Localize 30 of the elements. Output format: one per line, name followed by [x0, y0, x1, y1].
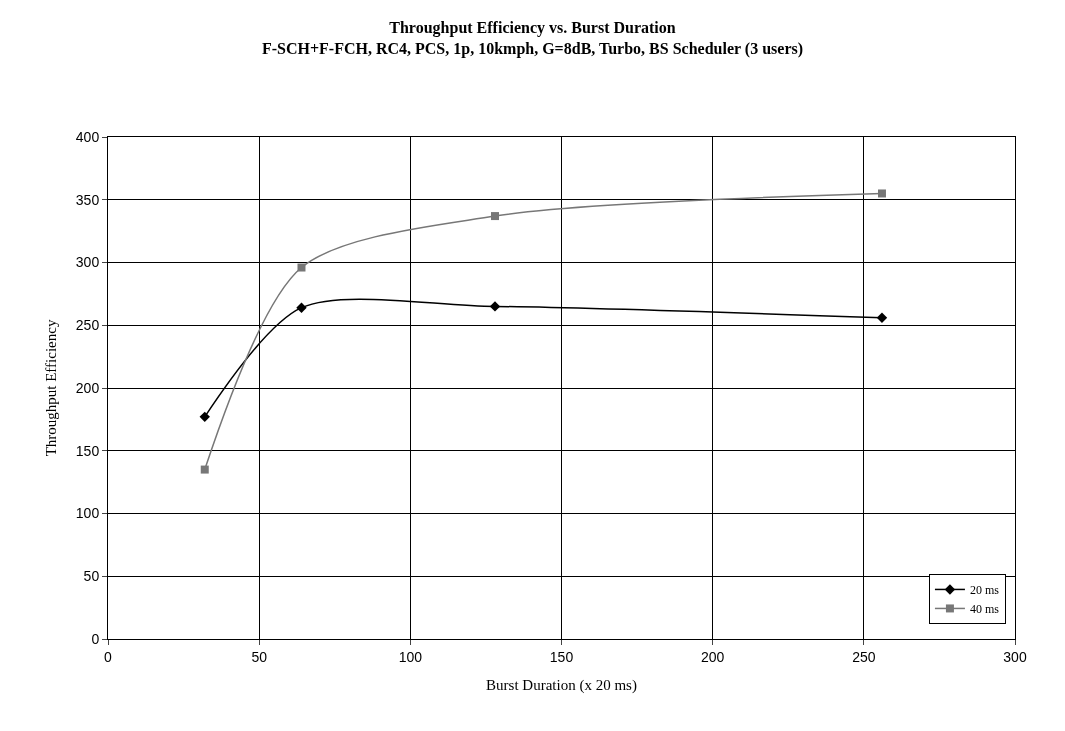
- y-tick-label: 350: [75, 191, 100, 208]
- point: [876, 312, 888, 323]
- point: [199, 411, 210, 423]
- legend-label: 20 ms: [969, 583, 1000, 598]
- x-axis-title: Burst Duration (x 20 ms): [486, 676, 637, 694]
- point: [297, 263, 306, 272]
- y-tick-label: 100: [75, 505, 100, 522]
- chart-title: Throughput Efficiency vs. Burst Duration: [389, 18, 676, 37]
- y-tick-label: 150: [75, 442, 100, 459]
- point: [489, 301, 501, 312]
- y-tick-label: 200: [75, 379, 100, 396]
- x-tick-label: 300: [1003, 648, 1027, 665]
- y-tick-label: 50: [83, 568, 100, 585]
- y-tick-label: 300: [75, 254, 100, 271]
- chart-subtitle: F-SCH+F-FCH, RC4, PCS, 1p, 10kmph, G=8dB, Turbo, BS Scheduler (3 users): [261, 39, 804, 58]
- x-tick-label: 250: [852, 648, 876, 665]
- x-tick-label: 0: [104, 648, 113, 665]
- y-tick-label: 400: [75, 128, 100, 145]
- x-tick-label: 150: [549, 648, 574, 665]
- y-tick-label: 250: [75, 317, 100, 334]
- x-tick-label: 100: [398, 648, 423, 665]
- point: [877, 189, 886, 198]
- x-tick-label: 50: [251, 648, 268, 665]
- point: [296, 302, 307, 313]
- y-axis-title: Throughput Efficiency: [43, 319, 60, 457]
- x-tick-label: 200: [700, 648, 725, 665]
- legend-label: 40 ms: [969, 602, 1000, 617]
- point: [200, 465, 209, 474]
- point: [490, 212, 499, 221]
- y-tick-label: 0: [91, 630, 100, 647]
